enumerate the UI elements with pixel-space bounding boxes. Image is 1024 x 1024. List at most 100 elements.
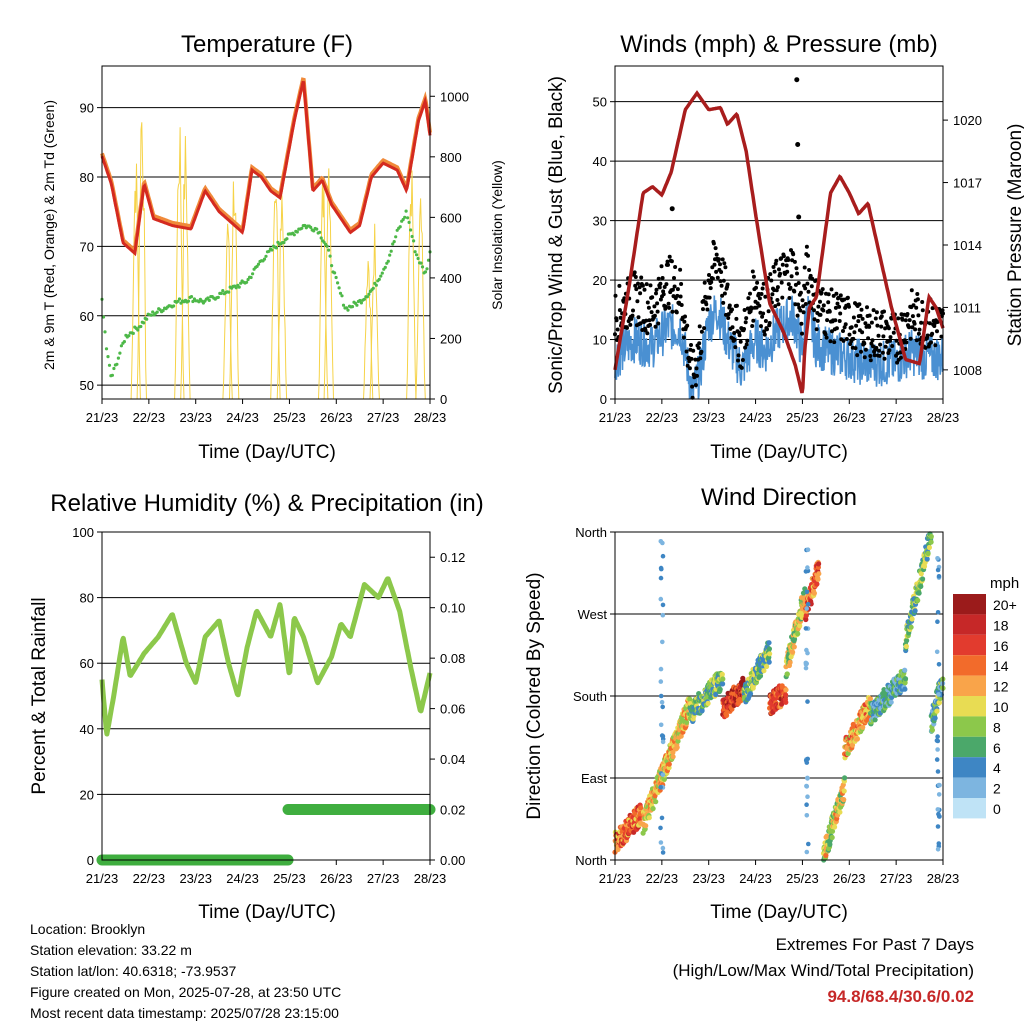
wind-direction-point [658, 666, 664, 672]
gust-point [852, 330, 857, 335]
gust-point [745, 338, 750, 343]
gust-point [794, 266, 799, 271]
wind-direction-point [920, 576, 926, 582]
gust-point [774, 258, 779, 263]
legend-swatch [953, 655, 986, 676]
wind-direction-point [888, 699, 894, 705]
solar-insolation-curve [323, 168, 334, 400]
gust-point [870, 338, 875, 343]
gust-point [654, 291, 658, 296]
gust-point [784, 263, 789, 268]
wind-direction-point [916, 590, 922, 596]
gust-point [617, 308, 622, 313]
dewpoint-point [107, 363, 112, 367]
gust-point [727, 303, 732, 308]
gust-point [683, 314, 687, 319]
temperature-xlabel: Time (Day/UTC) [198, 442, 336, 463]
wind-direction-point [660, 612, 666, 618]
gust-point [633, 283, 638, 288]
legend-swatch [953, 634, 986, 656]
gust-point [798, 308, 803, 313]
gust-point [634, 287, 639, 292]
y-tick-label: 30 [593, 214, 607, 229]
dewpoint-point [112, 366, 116, 371]
gust-point [701, 307, 705, 312]
gust-point [707, 273, 711, 277]
gust-spike-point [669, 206, 675, 212]
gust-point [656, 276, 661, 281]
wind-direction-point [658, 575, 664, 581]
gust-point [819, 290, 824, 295]
gust-point [738, 339, 743, 344]
legend-label: 14 [993, 658, 1009, 674]
gust-point [663, 304, 668, 309]
gust-point [723, 265, 728, 270]
gust-point [657, 285, 662, 290]
x-tick-label: 21/23 [86, 410, 119, 425]
gust-point [763, 294, 768, 299]
gust-point [807, 268, 812, 272]
plot-border [614, 531, 944, 861]
wind-direction-point [660, 772, 666, 777]
gust-point [914, 338, 919, 343]
winds-panel: Winds (mph) & Pressure (mb) 010203040501… [546, 31, 1024, 463]
wind-direction-point [902, 676, 909, 682]
wind-direction-point [829, 828, 836, 834]
dewpoint-point [246, 277, 250, 282]
dewpoint-point [338, 291, 343, 295]
wind-direction-point [764, 663, 770, 670]
gust-point [877, 348, 881, 353]
gust-point [805, 281, 810, 286]
legend-label: 12 [993, 679, 1009, 695]
gust-point [644, 318, 649, 323]
wind-direction-point [675, 738, 681, 744]
y-tick-label: 100 [72, 525, 94, 540]
gust-point [725, 282, 730, 287]
gust-point [654, 287, 659, 292]
y-tick-label-right: 1011 [953, 300, 981, 315]
solar-insolation-curve [180, 135, 191, 400]
gust-point [909, 288, 914, 293]
y-tick-label: West [578, 607, 608, 622]
humidity-ylabel: Percent & Total Rainfall [29, 597, 50, 794]
gust-point [679, 282, 684, 286]
gust-point [739, 365, 744, 370]
dewpoint-point [155, 310, 159, 314]
wind-direction-point [659, 699, 665, 705]
x-tick-label: 22/23 [133, 871, 166, 886]
gust-point [659, 264, 664, 269]
gust-point [786, 258, 791, 262]
x-tick-label: 23/23 [692, 871, 725, 886]
gust-point [776, 302, 781, 307]
y-tick-label-right: 1008 [953, 363, 982, 378]
gust-point [789, 274, 794, 279]
wind-direction-point [902, 686, 908, 692]
dewpoint-point [412, 239, 416, 243]
dewpoint-point [419, 261, 423, 265]
gust-point [721, 300, 726, 305]
x-tick-label: 26/23 [320, 410, 353, 425]
gust-point [834, 291, 839, 296]
gust-point [888, 335, 893, 340]
wind-direction-point [918, 571, 924, 577]
wind-direction-point [936, 782, 942, 788]
dewpoint-point [251, 272, 255, 276]
wind-direction-point [783, 692, 789, 698]
wind-direction-point [643, 823, 649, 829]
gust-point [770, 292, 775, 297]
dewpoint-point [303, 223, 307, 228]
gust-point [614, 318, 619, 323]
solar-insolation-curve [229, 181, 240, 400]
gust-point [715, 275, 720, 280]
wind-direction-point [823, 852, 829, 859]
gust-point [842, 297, 847, 302]
y-tick-label: 20 [80, 787, 94, 802]
gust-point [750, 324, 755, 328]
wind-direction-point [705, 700, 711, 707]
gust-point [714, 252, 719, 257]
y-tick-label: 60 [80, 656, 94, 671]
gust-point [818, 312, 823, 317]
gust-point [697, 341, 702, 346]
wind-direction-point [903, 643, 910, 650]
legend-swatch [953, 716, 986, 737]
